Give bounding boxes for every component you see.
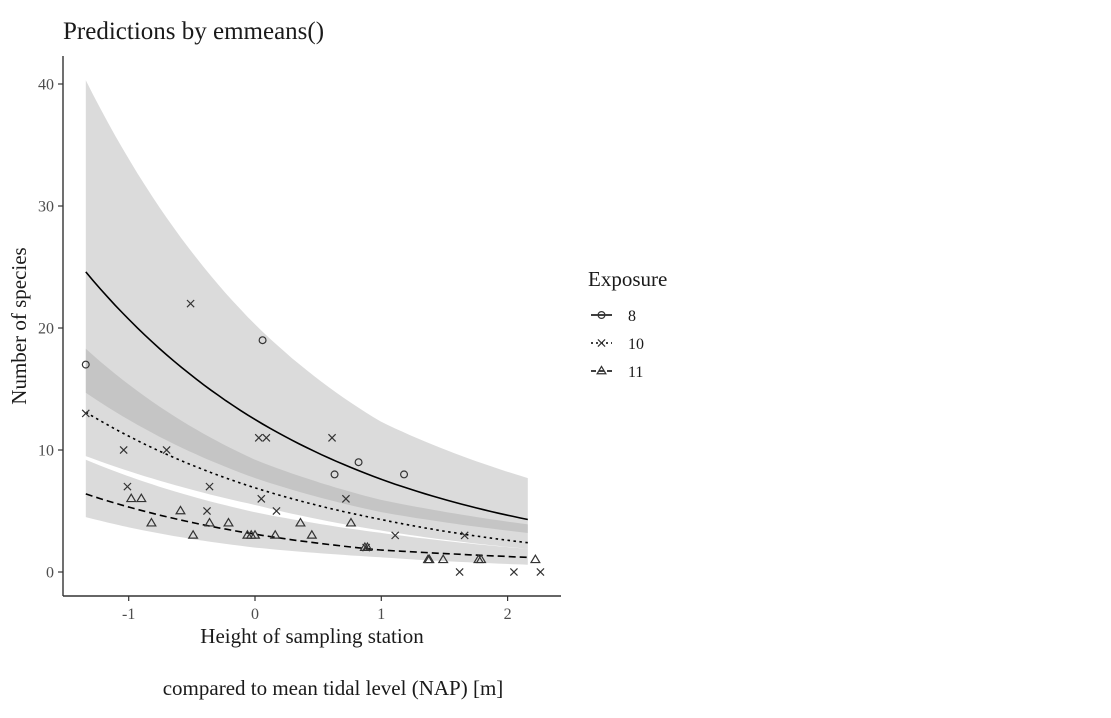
point-exposure-11 xyxy=(423,554,435,564)
point-exposure-10 xyxy=(257,494,266,503)
point-exposure-10 xyxy=(119,445,128,455)
legend-key-circle-icon xyxy=(597,311,606,320)
x-axis-label-line2: compared to mean tidal level (NAP) [m] xyxy=(163,676,504,700)
y-tick-label: 40 xyxy=(38,77,54,94)
point-exposure-10 xyxy=(455,567,464,577)
point-exposure-11 xyxy=(125,493,137,503)
data-points xyxy=(81,299,545,577)
fit-line-exposure-11 xyxy=(85,493,528,559)
chart-title: Predictions by emmeans() xyxy=(63,18,324,45)
point-exposure-11 xyxy=(187,529,199,539)
y-tick-label: 20 xyxy=(38,321,54,338)
point-exposure-10 xyxy=(162,445,171,455)
legend-entry-10: 10 xyxy=(591,336,644,353)
point-exposure-11 xyxy=(175,505,186,515)
legend-label: 11 xyxy=(628,364,643,381)
point-exposure-10 xyxy=(205,482,214,491)
point-exposure-11 xyxy=(269,529,281,539)
confidence-ribbons xyxy=(85,80,528,565)
legend-label: 8 xyxy=(628,308,636,325)
point-exposure-10 xyxy=(509,567,518,577)
legend-entry-11: 11 xyxy=(591,364,643,381)
x-axis-label: Height of sampling station xyxy=(200,624,424,648)
ribbon-exposure-8 xyxy=(85,80,528,534)
point-exposure-11 xyxy=(223,517,234,527)
point-exposure-10 xyxy=(536,567,545,577)
y-tick-label: 30 xyxy=(38,199,54,216)
x-ticks: -1 0 1 2 xyxy=(122,596,512,623)
point-exposure-10 xyxy=(202,506,212,516)
point-exposure-10 xyxy=(186,299,195,308)
point-exposure-11 xyxy=(295,517,306,527)
fit-line-exposure-8 xyxy=(85,271,528,521)
point-exposure-8 xyxy=(258,336,267,345)
point-exposure-10 xyxy=(460,531,469,540)
point-exposure-11 xyxy=(529,554,541,564)
y-axis-label: Number of species xyxy=(7,247,31,404)
x-tick-label: 2 xyxy=(504,606,512,623)
x-tick-label: -1 xyxy=(122,606,135,623)
point-exposure-10 xyxy=(328,433,337,442)
point-exposure-11 xyxy=(306,529,318,539)
legend: Exposure 8 10 11 xyxy=(588,267,667,381)
legend-label: 10 xyxy=(628,336,644,353)
point-exposure-10 xyxy=(341,494,350,503)
x-tick-label: 0 xyxy=(251,606,259,623)
point-exposure-11 xyxy=(146,517,157,527)
fit-lines xyxy=(85,271,528,559)
point-exposure-10 xyxy=(391,531,400,540)
point-exposure-11 xyxy=(361,541,373,551)
y-tick-label: 10 xyxy=(38,443,54,460)
point-exposure-10 xyxy=(272,506,281,516)
point-exposure-10 xyxy=(262,433,271,442)
point-exposure-8 xyxy=(400,470,409,479)
point-exposure-11 xyxy=(345,517,357,527)
y-tick-label: 0 xyxy=(46,565,54,582)
point-exposure-11 xyxy=(204,517,215,527)
point-exposure-8 xyxy=(81,360,90,369)
axes xyxy=(62,56,561,597)
point-exposure-8 xyxy=(354,458,363,467)
x-tick-label: 1 xyxy=(377,606,385,623)
ribbon-exposure-10 xyxy=(85,348,528,549)
point-exposure-10 xyxy=(123,482,132,491)
legend-key-triangle-icon xyxy=(596,365,607,375)
legend-entry-8: 8 xyxy=(591,308,636,325)
point-exposure-11 xyxy=(437,554,449,564)
legend-title: Exposure xyxy=(588,267,667,291)
fit-line-exposure-10 xyxy=(85,411,528,544)
point-exposure-8 xyxy=(330,470,339,479)
point-exposure-11 xyxy=(475,554,487,564)
y-ticks: 0 10 20 30 40 xyxy=(38,77,63,582)
legend-key-cross-icon xyxy=(597,338,606,348)
point-exposure-11 xyxy=(135,493,147,503)
point-exposure-10 xyxy=(81,409,90,418)
point-exposure-10 xyxy=(254,433,263,442)
point-exposure-11 xyxy=(249,529,261,539)
